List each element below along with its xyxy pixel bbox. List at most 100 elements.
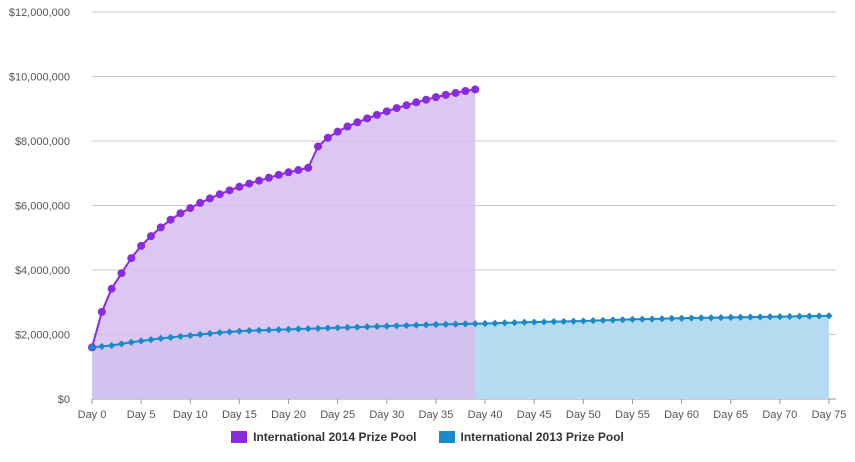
point-2013[interactable]: [186, 331, 194, 340]
point-2014[interactable]: [333, 127, 342, 136]
point-2014[interactable]: [137, 241, 146, 250]
point-2014[interactable]: [235, 182, 244, 191]
point-2013[interactable]: [678, 314, 686, 322]
point-2013[interactable]: [334, 324, 342, 332]
point-2014[interactable]: [255, 176, 264, 185]
point-2014[interactable]: [205, 194, 214, 203]
point-2014[interactable]: [284, 168, 293, 177]
point-2013[interactable]: [756, 313, 764, 321]
point-2013[interactable]: [432, 320, 440, 329]
point-2013[interactable]: [609, 316, 617, 324]
point-2014[interactable]: [314, 142, 323, 151]
point-2014[interactable]: [176, 209, 185, 218]
point-2014[interactable]: [412, 98, 421, 107]
point-2013[interactable]: [619, 316, 627, 324]
point-2013[interactable]: [225, 328, 234, 336]
point-2014[interactable]: [363, 114, 372, 123]
point-2013[interactable]: [451, 320, 460, 328]
point-2013[interactable]: [383, 322, 391, 330]
point-2014[interactable]: [274, 170, 283, 179]
point-2014[interactable]: [97, 307, 106, 316]
point-2014[interactable]: [186, 204, 195, 213]
point-2013[interactable]: [442, 320, 450, 328]
point-2013[interactable]: [786, 312, 794, 321]
point-2013[interactable]: [530, 318, 538, 326]
point-2013[interactable]: [501, 319, 509, 327]
point-2013[interactable]: [481, 319, 489, 328]
point-2013[interactable]: [589, 317, 597, 325]
point-2013[interactable]: [373, 322, 381, 331]
point-2013[interactable]: [579, 317, 587, 325]
point-2014[interactable]: [372, 110, 381, 119]
point-2013[interactable]: [815, 312, 823, 320]
point-2013[interactable]: [275, 326, 283, 334]
point-2014[interactable]: [196, 198, 205, 207]
point-2013[interactable]: [304, 325, 312, 333]
point-2013[interactable]: [736, 313, 745, 321]
point-2014[interactable]: [431, 93, 440, 102]
point-2014[interactable]: [225, 186, 234, 195]
point-2013[interactable]: [245, 327, 253, 335]
point-2014[interactable]: [343, 122, 352, 131]
point-2014[interactable]: [215, 190, 224, 199]
point-2013[interactable]: [265, 326, 273, 334]
point-2014[interactable]: [107, 284, 116, 293]
point-2014[interactable]: [392, 104, 401, 113]
point-2013[interactable]: [255, 326, 263, 334]
point-2013[interactable]: [746, 313, 754, 321]
point-2013[interactable]: [825, 312, 833, 320]
point-2013[interactable]: [157, 334, 165, 342]
point-2013[interactable]: [206, 329, 214, 338]
point-2013[interactable]: [510, 318, 519, 327]
point-2013[interactable]: [127, 338, 135, 346]
point-2013[interactable]: [599, 316, 607, 324]
point-2013[interactable]: [717, 313, 725, 322]
point-2013[interactable]: [422, 321, 430, 329]
point-2013[interactable]: [776, 313, 784, 321]
point-2013[interactable]: [560, 317, 568, 326]
point-2013[interactable]: [343, 323, 352, 332]
point-2014[interactable]: [156, 223, 165, 232]
point-2013[interactable]: [284, 325, 293, 333]
point-2013[interactable]: [393, 322, 401, 330]
point-2014[interactable]: [353, 118, 362, 127]
point-2013[interactable]: [668, 314, 676, 322]
point-2013[interactable]: [569, 317, 578, 325]
point-2013[interactable]: [294, 325, 302, 333]
point-2013[interactable]: [108, 341, 116, 350]
point-2013[interactable]: [687, 314, 696, 322]
point-2013[interactable]: [353, 323, 361, 331]
point-2013[interactable]: [412, 321, 420, 329]
point-2013[interactable]: [707, 314, 715, 322]
point-2013[interactable]: [98, 342, 106, 351]
point-2014[interactable]: [245, 179, 254, 188]
point-2013[interactable]: [795, 312, 804, 320]
point-2013[interactable]: [402, 321, 411, 330]
point-2014[interactable]: [402, 101, 411, 110]
point-2013[interactable]: [117, 340, 126, 348]
point-2013[interactable]: [491, 319, 499, 327]
point-2014[interactable]: [127, 254, 136, 263]
point-2014[interactable]: [422, 95, 431, 104]
point-2013[interactable]: [697, 314, 705, 322]
point-2013[interactable]: [324, 324, 332, 332]
point-2014[interactable]: [294, 166, 303, 175]
point-2014[interactable]: [304, 163, 313, 172]
point-2013[interactable]: [658, 315, 666, 323]
point-2013[interactable]: [235, 327, 243, 335]
point-2014[interactable]: [382, 107, 391, 116]
point-2014[interactable]: [117, 269, 126, 278]
point-2014[interactable]: [146, 232, 155, 241]
point-2013[interactable]: [176, 332, 185, 341]
point-2014[interactable]: [451, 88, 460, 97]
point-2013[interactable]: [766, 313, 774, 321]
point-2013[interactable]: [628, 315, 637, 323]
point-2013[interactable]: [314, 324, 322, 332]
point-2013[interactable]: [147, 336, 155, 344]
point-2013[interactable]: [471, 320, 479, 328]
point-2013[interactable]: [727, 313, 735, 322]
point-2013[interactable]: [638, 315, 646, 323]
point-2013[interactable]: [137, 337, 145, 345]
point-2014[interactable]: [441, 90, 450, 99]
point-2013[interactable]: [520, 318, 528, 326]
